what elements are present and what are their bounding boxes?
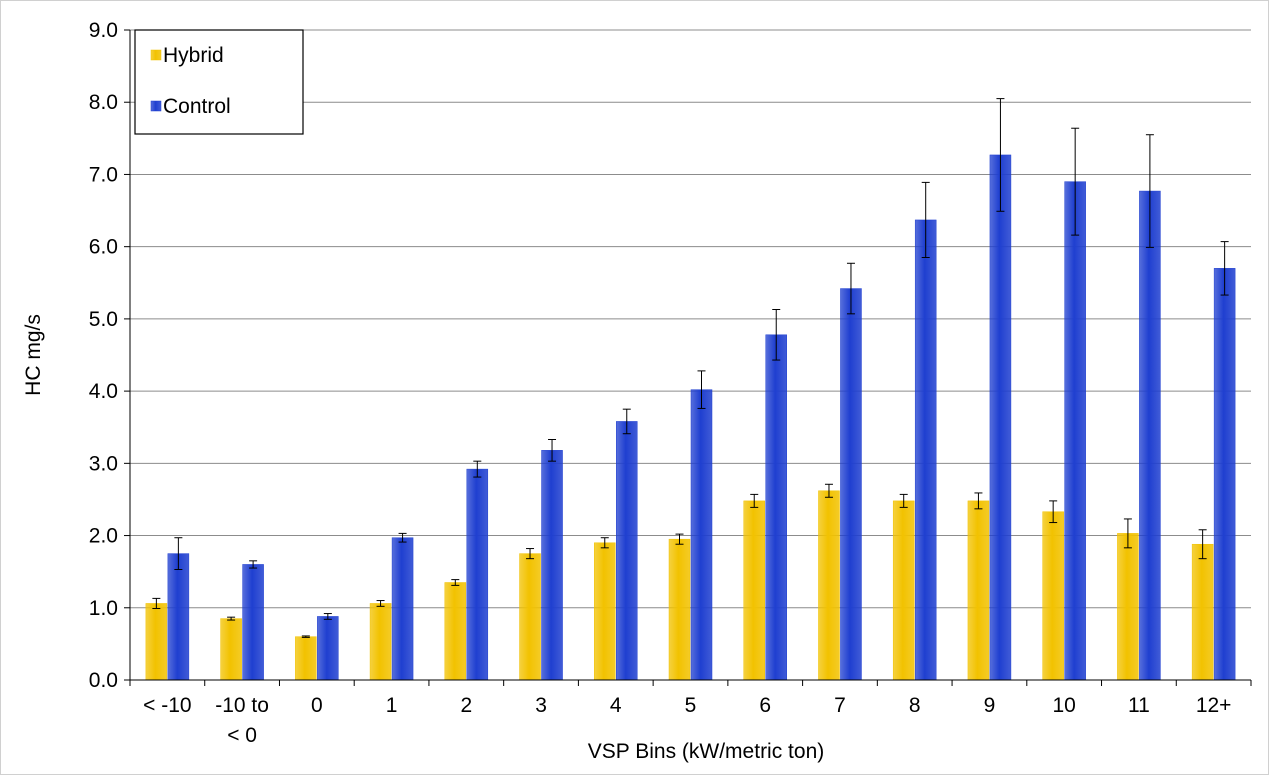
control-bar [914,219,937,681]
control-bar [840,288,862,681]
hybrid-bar [519,553,541,681]
x-tick-label: < -10 [143,694,191,717]
hybrid-bar [145,603,168,681]
gridlines [130,29,1251,609]
y-tick-label: 2.0 [89,525,118,548]
y-tick-label: 3.0 [89,452,118,475]
x-tick-label: 7 [834,694,846,717]
hybrid-bar [594,542,616,681]
x-tick-label: < 0 [227,724,257,747]
control-bar [167,553,190,681]
control-bar [616,421,638,681]
x-tick-label: 0 [311,694,323,717]
x-tick-label: 8 [909,694,921,717]
hybrid-bar [818,490,840,681]
x-tick-label: 1 [386,694,398,717]
hybrid-bar [220,618,242,681]
y-tick-label: 5.0 [89,308,118,331]
control-bar [541,450,563,681]
x-tick-label: 2 [460,694,472,717]
hybrid-bar [369,603,392,681]
y-tick-label: 6.0 [89,236,118,259]
x-tick-label: 3 [535,694,547,717]
y-tick-label: 0.0 [89,669,118,692]
y-tick-label: 8.0 [89,91,118,114]
y-tick-label: 4.0 [89,380,118,403]
control-bar [765,334,787,681]
hybrid-bar [743,500,765,681]
x-tick-label: 6 [759,694,771,717]
control-bar [1139,190,1161,681]
legend: Hybrid Control [134,29,304,135]
axes [129,30,1252,686]
control-bar [690,389,713,681]
hybrid-legend-label: Hybrid [163,44,224,67]
control-bar [317,616,339,681]
bars [145,98,1236,681]
y-axis-title: HC mg/s [22,314,45,396]
x-tick-label: 4 [610,694,622,717]
y-tick-label: 9.0 [89,19,118,42]
x-tick-label: 11 [1128,694,1150,717]
hybrid-bar [444,582,467,681]
y-tick-label: 1.0 [89,597,118,620]
hybrid-legend-swatch [150,49,162,61]
hybrid-bar [1191,543,1214,681]
x-tick-label: 9 [984,694,996,717]
control-legend-label: Control [163,95,231,118]
control-bar [1064,181,1086,681]
x-tick-label: 12+ [1196,694,1232,717]
control-bar [391,537,414,681]
hybrid-bar [1117,533,1139,681]
control-bar [989,154,1012,681]
hybrid-bar [1042,511,1064,681]
hybrid-bar [295,636,317,681]
x-tick-label: -10 to [215,694,269,717]
control-bar [242,564,264,681]
x-axis-title: VSP Bins (kW/metric ton) [588,740,825,763]
control-bar [1213,268,1236,681]
control-bar [466,468,489,681]
x-tick-label: 10 [1052,694,1075,717]
legend-box [134,29,304,135]
hybrid-bar [967,500,990,681]
hybrid-bar [892,500,915,681]
x-tick-labels: < -10 -10 to < 0 0 1 2 3 4 5 6 7 8 9 10 11 12+ [143,694,1231,747]
hybrid-bar [668,538,691,681]
control-legend-swatch [150,100,162,112]
x-tick-label: 5 [685,694,697,717]
y-tick-label: 7.0 [89,163,118,186]
y-tick-labels: 0.0 1.0 2.0 3.0 4.0 5.0 6.0 7.0 8.0 9.0 [89,19,130,692]
